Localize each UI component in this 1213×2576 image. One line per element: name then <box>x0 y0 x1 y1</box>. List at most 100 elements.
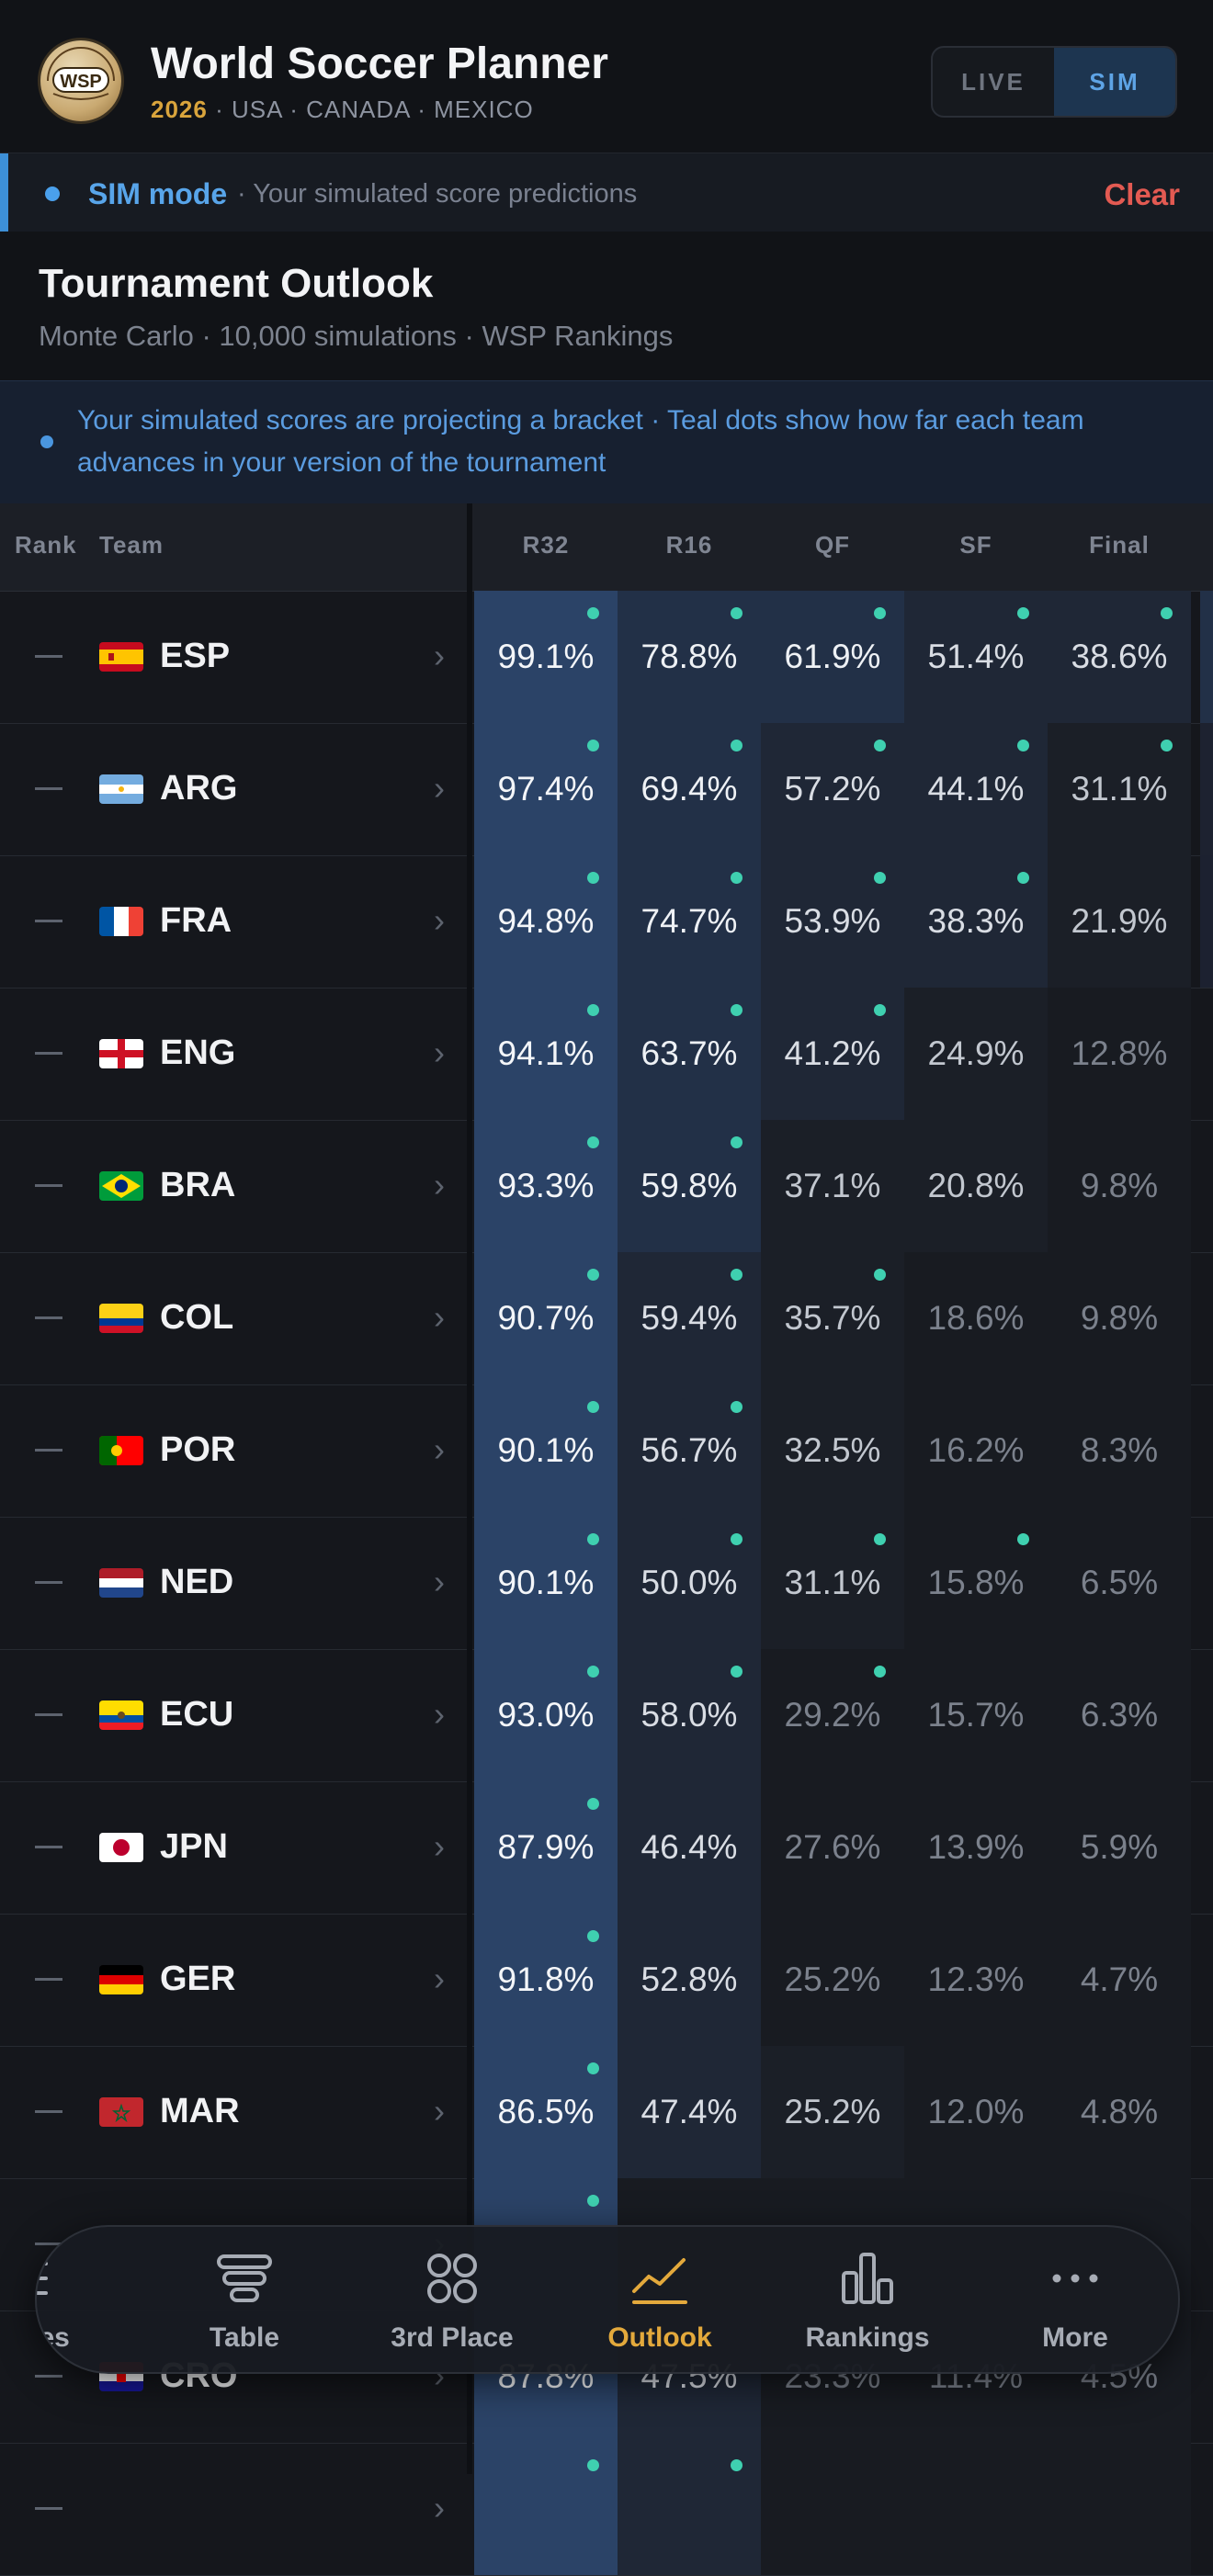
table-row[interactable]: ARG › 97.4% 69.4% 57.2% 44.1% 31.1% <box>0 723 1213 856</box>
rank-placeholder <box>35 2375 62 2378</box>
nav-matches[interactable]: hes <box>37 2227 119 2372</box>
r16-value: 69.4% <box>641 770 738 808</box>
table-row[interactable]: COL › 90.7% 59.4% 35.7% 18.6% 9.8% <box>0 1252 1213 1385</box>
final-header[interactable]: Final <box>1089 531 1150 559</box>
flag-arg-icon <box>99 774 143 804</box>
nav-rankings[interactable]: Rankings <box>776 2227 959 2372</box>
table-row[interactable]: ECU › 93.0% 58.0% 29.2% 15.7% 6.3% <box>0 1649 1213 1782</box>
rank-header[interactable]: Rank <box>15 531 77 559</box>
r16-value: 74.7% <box>641 902 738 940</box>
chevron-right-icon: › <box>434 1298 445 1336</box>
r32-value: 86.5% <box>497 2093 595 2130</box>
rank-placeholder <box>35 2243 62 2245</box>
qf-cell: 57.2% <box>761 723 904 855</box>
r16-header[interactable]: R16 <box>665 531 713 559</box>
qf-cell: 37.1% <box>761 1120 904 1252</box>
r16-value: 78.8% <box>641 638 738 675</box>
app-logo: WSP <box>40 40 121 121</box>
advance-dot-icon <box>874 872 886 884</box>
r16-cell: 78.8% <box>618 591 761 723</box>
r32-cell: 91.8% <box>474 1914 618 2046</box>
sf-value: 38.3% <box>927 902 1025 940</box>
advance-dot-icon <box>731 1136 743 1148</box>
advance-dot-icon <box>874 1533 886 1545</box>
nav-3rd-place[interactable]: 3rd Place <box>360 2227 544 2372</box>
matches-icon <box>37 2262 48 2295</box>
flag-bra-icon <box>99 1171 143 1201</box>
table-row[interactable]: POR › 90.1% 56.7% 32.5% 16.2% 8.3% <box>0 1384 1213 1518</box>
team-code: GER <box>160 1960 236 1998</box>
sf-cell: 12.3% <box>904 1914 1048 2046</box>
table-row[interactable]: ESP › 99.1% 78.8% 61.9% 51.4% 38.6% <box>0 591 1213 724</box>
sf-cell <box>904 2443 1048 2575</box>
team-code: NED <box>160 1563 234 1601</box>
r32-header[interactable]: R32 <box>522 531 570 559</box>
nav-table[interactable]: Table <box>153 2227 336 2372</box>
advance-dot-icon <box>874 1666 886 1678</box>
r16-cell: 46.4% <box>618 1781 761 1914</box>
sf-value: 16.2% <box>927 1431 1025 1469</box>
r32-cell: 90.1% <box>474 1384 618 1517</box>
table-row[interactable]: MAR › 86.5% 47.4% 25.2% 12.0% 4.8% <box>0 2046 1213 2179</box>
app-subtitle: 2026 · USA · CANADA · MEXICO <box>151 96 534 124</box>
sf-value: 51.4% <box>927 638 1025 675</box>
third-place-icon <box>427 2254 477 2303</box>
r32-cell: 93.0% <box>474 1649 618 1781</box>
sf-value: 12.3% <box>927 1960 1025 1998</box>
qf-cell <box>761 2443 904 2575</box>
r32-value: 94.1% <box>497 1034 595 1072</box>
final-value: 4.8% <box>1080 2093 1159 2130</box>
table-row[interactable]: GER › 91.8% 52.8% 25.2% 12.3% 4.7% <box>0 1914 1213 2047</box>
table-row[interactable]: › <box>0 2443 1213 2576</box>
r16-cell: 52.8% <box>618 1914 761 2046</box>
sf-value: 13.9% <box>927 1828 1025 1866</box>
flag-por-icon <box>99 1436 143 1465</box>
chevron-right-icon: › <box>434 1827 445 1865</box>
table-row[interactable]: NED › 90.1% 50.0% 31.1% 15.8% 6.5% <box>0 1517 1213 1650</box>
column-divider <box>467 503 472 2474</box>
r16-value: 56.7% <box>641 1431 738 1469</box>
r16-cell: 69.4% <box>618 723 761 855</box>
team-code: ECU <box>160 1695 234 1734</box>
final-cell: 9.8% <box>1048 1252 1191 1384</box>
nav-outlook[interactable]: Outlook <box>568 2227 752 2372</box>
qf-value: 37.1% <box>784 1167 881 1204</box>
nav-matches-label: hes <box>37 2322 70 2353</box>
table-row[interactable]: ENG › 94.1% 63.7% 41.2% 24.9% 12.8% <box>0 988 1213 1121</box>
flag-eng-icon <box>99 1039 143 1068</box>
clear-button[interactable]: Clear <box>1104 177 1180 211</box>
team-code: FRA <box>160 901 232 940</box>
nav-rankings-label: Rankings <box>805 2322 930 2353</box>
qf-value: 32.5% <box>784 1431 881 1469</box>
sim-mode-button[interactable]: SIM <box>1054 48 1175 116</box>
mode-toggle[interactable]: LIVE SIM <box>931 46 1177 118</box>
sf-cell: 15.8% <box>904 1517 1048 1649</box>
advance-dot-icon <box>587 2459 599 2471</box>
team-code: POR <box>160 1430 236 1469</box>
r32-cell: 87.9% <box>474 1781 618 1914</box>
team-code: COL <box>160 1298 234 1337</box>
team-header[interactable]: Team <box>99 531 164 559</box>
final-cell: 5.9% <box>1048 1781 1191 1914</box>
r32-cell: 90.1% <box>474 1517 618 1649</box>
live-mode-button[interactable]: LIVE <box>961 67 1026 96</box>
r32-value: 87.9% <box>497 1828 595 1866</box>
advance-dot-icon <box>731 1401 743 1413</box>
advance-dot-icon <box>874 1004 886 1016</box>
advance-dot-icon <box>1161 740 1173 751</box>
r32-value: 90.1% <box>497 1564 595 1601</box>
host-countries: · USA · CANADA · MEXICO <box>207 96 534 123</box>
advance-dot-icon <box>731 1533 743 1545</box>
table-row[interactable]: BRA › 93.3% 59.8% 37.1% 20.8% 9.8% <box>0 1120 1213 1253</box>
sf-value: 15.8% <box>927 1564 1025 1601</box>
qf-header[interactable]: QF <box>814 531 851 559</box>
sf-cell: 18.6% <box>904 1252 1048 1384</box>
table-row[interactable]: JPN › 87.9% 46.4% 27.6% 13.9% 5.9% <box>0 1781 1213 1915</box>
sf-header[interactable]: SF <box>959 531 992 559</box>
table-row[interactable]: FRA › 94.8% 74.7% 53.9% 38.3% 21.9% <box>0 855 1213 989</box>
nav-more[interactable]: More <box>983 2227 1167 2372</box>
chevron-right-icon: › <box>434 1430 445 1468</box>
sf-cell: 13.9% <box>904 1781 1048 1914</box>
overflow-column-edge <box>1200 723 1213 855</box>
advance-dot-icon <box>731 1269 743 1281</box>
